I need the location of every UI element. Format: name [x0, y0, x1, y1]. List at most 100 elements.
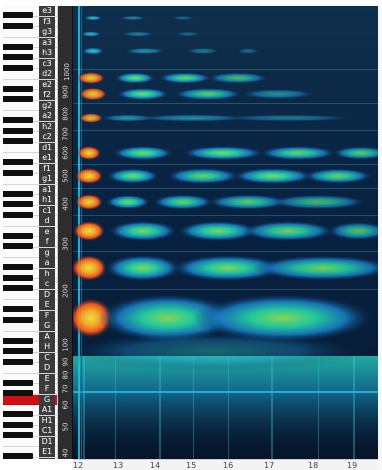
note-label: f3: [39, 16, 55, 27]
note-label: f: [39, 237, 55, 247]
black-key[interactable]: [3, 159, 33, 166]
white-key[interactable]: d2: [3, 69, 57, 80]
note-label: e3: [39, 6, 55, 16]
frequency-tick: 40: [58, 447, 72, 459]
white-key[interactable]: D: [3, 363, 57, 374]
spectrogram-svg: [73, 6, 378, 459]
black-key[interactable]: [3, 138, 33, 145]
white-key[interactable]: g2: [3, 100, 57, 111]
black-key[interactable]: [3, 264, 33, 271]
white-key[interactable]: G: [3, 394, 57, 405]
note-label: C1: [39, 426, 55, 436]
white-key[interactable]: g: [3, 247, 57, 258]
note-label: G: [39, 321, 55, 331]
black-key[interactable]: [3, 285, 33, 292]
note-label: h3: [39, 48, 55, 58]
black-key[interactable]: [3, 274, 33, 281]
black-key[interactable]: [3, 43, 33, 50]
note-label: c3: [39, 58, 55, 69]
frequency-tick-label: 70: [61, 384, 70, 394]
note-label: g1: [39, 174, 55, 184]
note-label: e2: [39, 79, 55, 90]
note-label: c2: [39, 132, 55, 142]
time-tick: 19: [347, 461, 358, 470]
frequency-tick-label: 100: [61, 338, 70, 352]
white-key[interactable]: d1: [3, 142, 57, 153]
frequency-tick-label: 600: [61, 146, 70, 160]
black-key[interactable]: [3, 190, 33, 197]
right-border: [378, 6, 382, 470]
frequency-tick: 300: [58, 237, 72, 250]
note-label: a3: [39, 37, 55, 48]
piano-keyboard[interactable]: e3 f3 g3 a3 h3 c3 d2 e2 f2 g2 a2 h2 c2 d1 e1 f1 g1 a1 h1 c1…: [3, 6, 58, 459]
note-label: F1: [39, 457, 55, 459]
frequency-tick-label: 90: [61, 357, 70, 367]
black-key[interactable]: [3, 22, 33, 29]
frequency-tick-label: 800: [61, 107, 70, 121]
note-label: a1: [39, 184, 55, 195]
frequency-tick: 700: [58, 127, 72, 140]
white-key[interactable]: d: [3, 216, 57, 227]
black-key[interactable]: [3, 211, 33, 218]
black-key[interactable]: [3, 453, 33, 459]
note-label: d2: [39, 69, 55, 79]
frequency-tick: 600: [58, 146, 72, 160]
white-key[interactable]: D: [3, 289, 57, 300]
black-key[interactable]: [3, 127, 33, 134]
note-label: E1: [39, 447, 55, 457]
black-key[interactable]: [3, 169, 33, 176]
white-key[interactable]: g3: [3, 27, 57, 38]
white-key[interactable]: G: [3, 321, 57, 332]
frequency-tick: 1000: [58, 63, 72, 81]
black-key[interactable]: [3, 358, 33, 365]
spectrogram-canvas[interactable]: [73, 6, 378, 459]
note-label: d1: [39, 142, 55, 153]
frequency-tick-label: 200: [61, 284, 70, 298]
white-key[interactable]: D1: [3, 436, 57, 447]
black-key[interactable]: [3, 96, 33, 103]
time-tick: 15: [186, 461, 197, 470]
note-label: D: [39, 363, 55, 373]
black-key[interactable]: [3, 316, 33, 323]
note-label: G: [39, 394, 55, 405]
white-key[interactable]: g1: [3, 174, 57, 185]
note-label: C: [39, 352, 55, 363]
black-key[interactable]: [3, 411, 33, 418]
time-tick: 13: [113, 461, 124, 470]
black-key[interactable]: [3, 348, 33, 355]
black-key[interactable]: [3, 306, 33, 313]
frequency-tick: 100: [58, 338, 72, 352]
black-key[interactable]: [3, 232, 33, 239]
black-key[interactable]: [3, 379, 33, 386]
black-key[interactable]: [3, 201, 33, 208]
black-key[interactable]: [3, 432, 33, 439]
note-label: D: [39, 289, 55, 300]
frequency-tick-label: 40: [61, 448, 70, 458]
black-key[interactable]: [3, 54, 33, 61]
time-tick: 16: [223, 461, 234, 470]
black-key[interactable]: [3, 117, 33, 124]
note-label: H1: [39, 415, 55, 426]
black-key[interactable]: [3, 85, 33, 92]
frequency-tick: 200: [58, 284, 72, 298]
time-tick: 12: [73, 461, 84, 470]
note-label: f1: [39, 163, 55, 174]
frequency-tick-label: 80: [61, 370, 70, 380]
black-key[interactable]: [3, 421, 33, 428]
note-label: A1: [39, 405, 55, 415]
time-tick: 18: [308, 461, 319, 470]
black-key[interactable]: [3, 64, 33, 71]
black-key[interactable]: [3, 12, 33, 19]
black-key[interactable]: [3, 337, 33, 344]
note-label: F: [39, 310, 55, 321]
note-label: E: [39, 300, 55, 310]
time-tick: 14: [150, 461, 161, 470]
black-key[interactable]: [3, 390, 33, 397]
note-label: f2: [39, 90, 55, 100]
frequency-tick: 800: [58, 107, 72, 121]
black-key[interactable]: [3, 243, 33, 250]
frequency-tick-label: 1000: [62, 63, 71, 81]
note-label: c: [39, 279, 55, 289]
frequency-tick-label: 500: [61, 169, 70, 183]
